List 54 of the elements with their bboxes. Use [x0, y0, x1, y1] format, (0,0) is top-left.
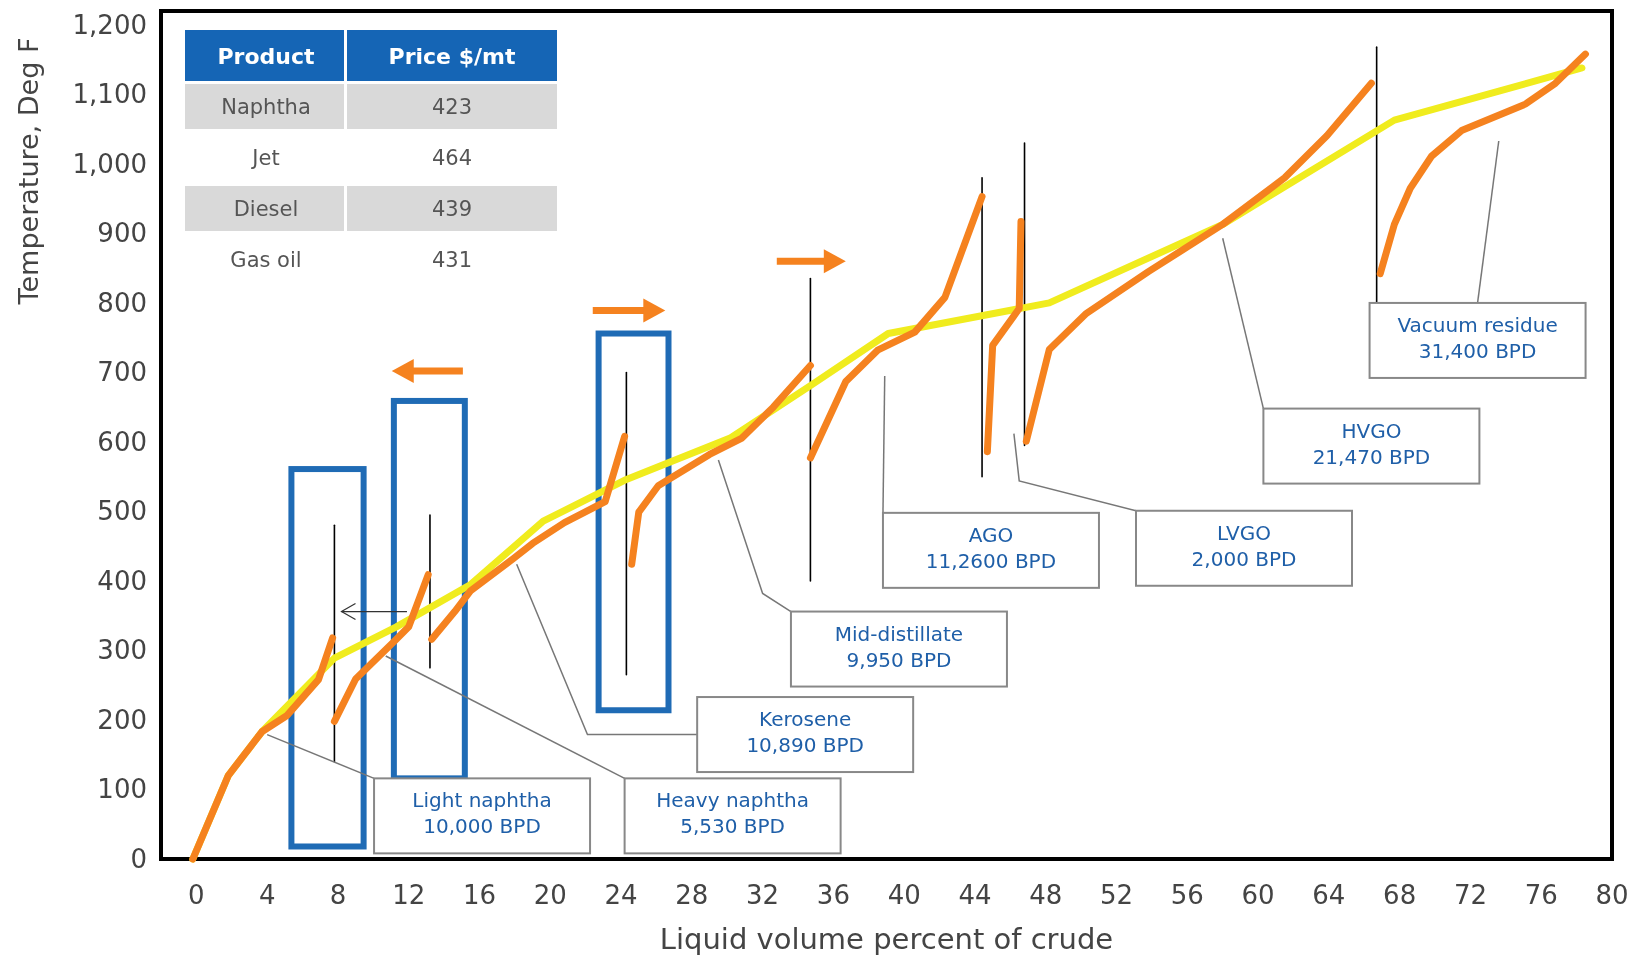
annotation: HVGO 21,470 BPD	[1312, 418, 1431, 469]
y-tick-label: 400	[97, 565, 147, 596]
x-tick-label: 4	[258, 880, 276, 910]
x-tick-label: 8	[329, 880, 347, 910]
x-tick-label: 32	[746, 880, 780, 910]
x-tick-label: 64	[1312, 880, 1346, 910]
x-tick-label: 40	[887, 880, 921, 910]
x-tick-label: 12	[392, 880, 426, 910]
x-tick-label: 76	[1524, 880, 1558, 910]
y-tick-label: 1,000	[72, 148, 147, 179]
y-tick-label: 1,100	[72, 79, 147, 110]
y-tick-label: 100	[97, 774, 147, 805]
data-label: 423	[431, 95, 473, 119]
x-tick-label: 72	[1453, 880, 1487, 910]
y-axis-title: Temperature, Deg F	[13, 37, 44, 306]
x-tick-label: 28	[675, 880, 709, 910]
x-tick-label: 16	[462, 880, 497, 910]
x-tick-label: 68	[1383, 880, 1417, 910]
annotation: Vacuum residue 31,400 BPD	[1397, 312, 1558, 363]
data-label: 464	[431, 146, 473, 170]
text: Product	[217, 44, 316, 69]
category-label: Naphtha	[221, 95, 311, 119]
y-tick-label: 600	[97, 426, 147, 457]
x-tick-label: 56	[1170, 880, 1204, 910]
category-label: Gas oil	[230, 248, 302, 272]
annotation: LVGO 2,000 BPD	[1191, 520, 1297, 571]
x-tick-label: 20	[533, 880, 567, 910]
x-tick-label: 52	[1099, 880, 1134, 910]
category-label: Diesel	[233, 197, 299, 221]
y-tick-label: 700	[97, 357, 147, 388]
x-tick-label: 0	[188, 880, 205, 910]
y-tick-label: 0	[130, 844, 147, 874]
x-tick-label: 24	[604, 880, 638, 910]
x-tick-label: 48	[1029, 880, 1063, 910]
x-tick-label: 80	[1595, 880, 1629, 910]
y-tick-label: 500	[97, 496, 147, 527]
data-label: 431	[431, 248, 473, 272]
annotation: Kerosene 10,890 BPD	[746, 707, 864, 758]
category-label: Jet	[250, 146, 280, 170]
y-tick-label: 800	[97, 287, 147, 318]
x-axis-title: Liquid volume percent of crude	[659, 922, 1114, 956]
annotation: Light naphtha 10,000 BPD	[412, 788, 552, 839]
text: Price $/mt	[388, 44, 516, 69]
x-tick-label: 60	[1241, 880, 1275, 910]
data-label: 439	[431, 197, 473, 221]
x-tick-label: 36	[816, 880, 850, 910]
annotation: Mid-distillate 9,950 BPD	[834, 621, 964, 672]
y-tick-label: 300	[97, 635, 147, 666]
annotation: Heavy naphtha 5,530 BPD	[656, 788, 809, 839]
annotation: AGO 11,2600 BPD	[925, 522, 1057, 573]
x-tick-label: 44	[958, 880, 992, 910]
y-tick-label: 200	[97, 704, 147, 735]
y-tick-label: 1,200	[72, 9, 147, 40]
y-tick-label: 900	[97, 218, 147, 249]
